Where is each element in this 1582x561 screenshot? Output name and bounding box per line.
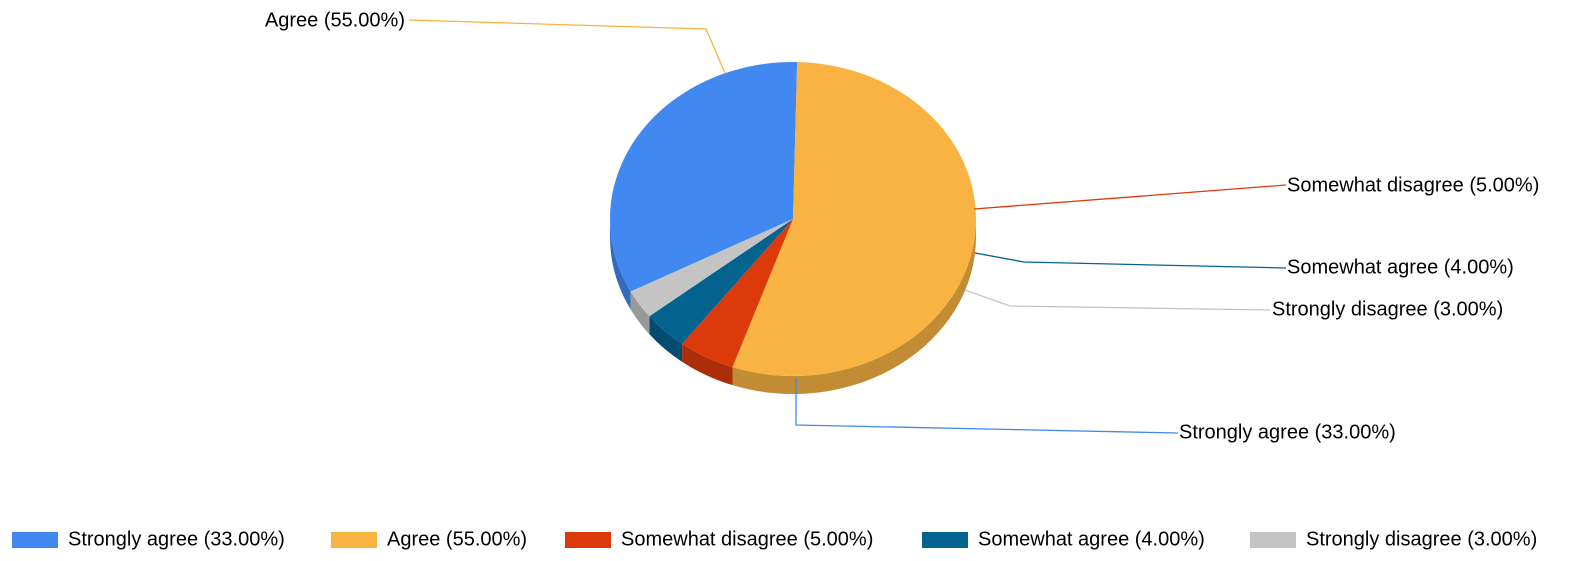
legend-label-somewhat-disagree: Somewhat disagree (5.00%) — [621, 528, 873, 550]
pie-side-somewhat-agree — [649, 316, 683, 362]
legend-label-agree: Agree (55.00%) — [387, 528, 527, 550]
pie-slice-somewhat-disagree — [682, 219, 793, 368]
pie-side-somewhat-disagree — [682, 343, 733, 386]
leader-line-somewhat-agree — [974, 252, 1287, 269]
leader-line-agree — [408, 19, 726, 74]
pie-side-strongly-disagree — [630, 291, 650, 335]
pie-depth-layer — [610, 219, 976, 394]
legend-swatch-strongly-agree — [12, 532, 58, 548]
slice-label-somewhat-disagree: Somewhat disagree (5.00%) — [1287, 174, 1539, 196]
slice-label-somewhat-agree: Somewhat agree (4.00%) — [1287, 256, 1514, 278]
slice-label-strongly-agree: Strongly agree (33.00%) — [1179, 421, 1396, 443]
pie-top-layer — [610, 62, 976, 376]
slice-label-agree: Agree (55.00%) — [265, 9, 405, 31]
leader-line-somewhat-disagree — [973, 184, 1287, 210]
legend-swatch-somewhat-disagree — [565, 532, 611, 548]
pie-slice-strongly-agree — [610, 62, 798, 292]
pie-slice-strongly-disagree — [630, 219, 793, 317]
legend-label-somewhat-agree: Somewhat agree (4.00%) — [978, 528, 1205, 550]
pie-side-strongly-agree — [610, 219, 631, 310]
leader-lines — [408, 19, 1287, 434]
legend-swatch-somewhat-agree — [922, 532, 968, 548]
pie-slice-somewhat-agree — [649, 219, 793, 344]
leader-line-strongly-agree — [795, 378, 1179, 434]
legend-swatch-strongly-disagree — [1250, 532, 1296, 548]
pie-slice-agree — [732, 62, 976, 376]
legend-label-strongly-disagree: Strongly disagree (3.00%) — [1306, 528, 1537, 550]
leader-line-strongly-disagree — [964, 289, 1271, 311]
legend: Strongly agree (33.00%) Agree (55.00%) Som… — [12, 528, 1537, 550]
legend-swatch-agree — [331, 532, 377, 548]
pie-side-agree — [732, 219, 976, 394]
slice-labels: Strongly agree (33.00%) Agree (55.00%) Som… — [265, 9, 1539, 443]
slice-label-strongly-disagree: Strongly disagree (3.00%) — [1272, 298, 1503, 320]
legend-label-strongly-agree: Strongly agree (33.00%) — [68, 528, 285, 550]
